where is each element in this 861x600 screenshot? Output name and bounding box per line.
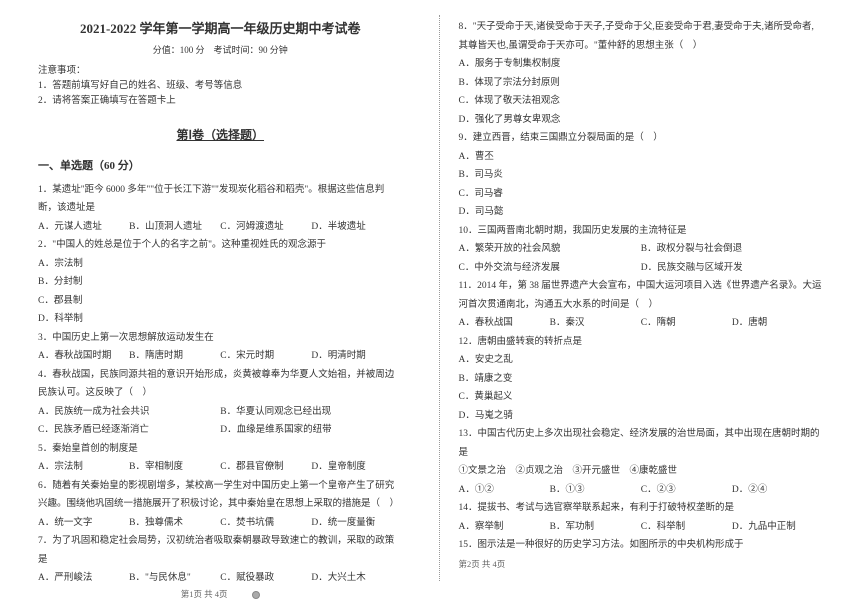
q8-b: B．体现了宗法分封原则 bbox=[459, 74, 824, 93]
question-7: 7．为了巩固和稳定社会局势，汉初统治者吸取秦朝暴政导致速亡的教训，采取的政策是 bbox=[38, 532, 403, 569]
page-right: 8．"天子受命于天,诸侯受命于天子,子受命于父,臣妾受命于君,妻受命于夫,诸所受… bbox=[431, 0, 861, 596]
question-10: 10．三国两晋南北朝时期，我国历史发展的主流特征是 bbox=[459, 222, 824, 241]
page-num-right: 第2页 共 4页 bbox=[459, 559, 506, 569]
q10-options-ab: A．繁荣开放的社会风貌 B．政权分裂与社会倒退 bbox=[459, 240, 824, 259]
q9-a: A．曹丕 bbox=[459, 148, 824, 167]
q6-options: A．统一文字 B．独尊儒术 C．焚书坑儒 D．统一度量衡 bbox=[38, 514, 403, 533]
footer-right: 第2页 共 4页 bbox=[459, 558, 824, 570]
q7-c: C．赋役暴政 bbox=[220, 569, 311, 588]
question-15: 15．图示法是一种很好的历史学习方法。如图所示的中央机构形成于 bbox=[459, 536, 824, 555]
q1-a: A．元谋人遗址 bbox=[38, 218, 129, 237]
question-6: 6．随着有关秦始皇的影视剧增多，某校高一学生对中国历史上第一个皇帝产生了研究兴趣… bbox=[38, 477, 403, 514]
q7-options: A．严刑峻法 B．"与民休息" C．赋役暴政 D．大兴土木 bbox=[38, 569, 403, 588]
question-13: 13．中国古代历史上多次出现社会稳定、经济发展的治世局面，其中出现在唐朝时期的是 bbox=[459, 425, 824, 462]
q14-d: D．九品中正制 bbox=[732, 518, 823, 537]
question-9: 9．建立西晋，结束三国鼎立分裂局面的是（ ） bbox=[459, 129, 824, 148]
q13-b: B．①③ bbox=[550, 481, 641, 500]
footer-left: 第1页 共 4页 bbox=[38, 588, 403, 600]
q13-options: A．①② B．①③ C．②③ D．②④ bbox=[459, 481, 824, 500]
q6-b: B．独尊儒术 bbox=[129, 514, 220, 533]
section-header: 第Ⅰ卷（选择题） bbox=[38, 126, 403, 143]
q13-d: D．②④ bbox=[732, 481, 823, 500]
q6-c: C．焚书坑儒 bbox=[220, 514, 311, 533]
q4-b: B．华夏认同观念已经出现 bbox=[220, 403, 402, 422]
q8-a: A．服务于专制集权制度 bbox=[459, 55, 824, 74]
question-1: 1．某遗址"距今 6000 多年""位于长江下游""发现炭化稻谷和稻壳"。根据这… bbox=[38, 181, 403, 218]
q13-a: A．①② bbox=[459, 481, 550, 500]
question-4: 4．春秋战国，民族同源共祖的意识开始形成，炎黄被尊奉为华夏人文始祖，并被周边民族… bbox=[38, 366, 403, 403]
q10-d: D．民族交融与区域开发 bbox=[641, 259, 823, 278]
category-header: 一、单选题（60 分） bbox=[38, 157, 403, 173]
question-12: 12．唐朝由盛转衰的转折点是 bbox=[459, 333, 824, 352]
q10-options-cd: C．中外交流与经济发展 D．民族交融与区域开发 bbox=[459, 259, 824, 278]
question-2: 2．"中国人的姓总是位于个人的名字之前"。这种重视姓氏的观念源于 bbox=[38, 236, 403, 255]
q9-d: D．司马懿 bbox=[459, 203, 824, 222]
q12-d: D．马嵬之骑 bbox=[459, 407, 824, 426]
q8-d: D．强化了男尊女卑观念 bbox=[459, 111, 824, 130]
q5-options: A．宗法制 B．宰相制度 C．郡县官僚制 D．皇帝制度 bbox=[38, 458, 403, 477]
q3-options: A．春秋战国时期 B．隋唐时期 C．宋元时期 D．明清时期 bbox=[38, 347, 403, 366]
q14-c: C．科举制 bbox=[641, 518, 732, 537]
q11-c: C．隋朝 bbox=[641, 314, 732, 333]
page-num-left: 第1页 共 4页 bbox=[181, 589, 228, 599]
q8-c: C．体现了敬天法祖观念 bbox=[459, 92, 824, 111]
q2-d: D．科举制 bbox=[38, 310, 403, 329]
q14-options: A．察举制 B．军功制 C．科举制 D．九品中正制 bbox=[459, 518, 824, 537]
q4-options-ab: A．民族统一成为社会共识 B．华夏认同观念已经出现 bbox=[38, 403, 403, 422]
q1-options: A．元谋人遗址 B．山顶洞人遗址 C．河姆渡遗址 D．半坡遗址 bbox=[38, 218, 403, 237]
question-5: 5．秦始皇首创的制度是 bbox=[38, 440, 403, 459]
question-3: 3．中国历史上第一次思想解放运动发生在 bbox=[38, 329, 403, 348]
binding-mark-icon bbox=[252, 591, 260, 599]
q5-b: B．宰相制度 bbox=[129, 458, 220, 477]
q9-b: B．司马炎 bbox=[459, 166, 824, 185]
q4-a: A．民族统一成为社会共识 bbox=[38, 403, 220, 422]
q11-b: B．秦汉 bbox=[550, 314, 641, 333]
q3-d: D．明清时期 bbox=[311, 347, 402, 366]
q5-a: A．宗法制 bbox=[38, 458, 129, 477]
q12-c: C．黄巢起义 bbox=[459, 388, 824, 407]
q12-a: A．安史之乱 bbox=[459, 351, 824, 370]
q9-c: C．司马睿 bbox=[459, 185, 824, 204]
q7-a: A．严刑峻法 bbox=[38, 569, 129, 588]
q11-a: A．春秋战国 bbox=[459, 314, 550, 333]
q13-c: C．②③ bbox=[641, 481, 732, 500]
q1-b: B．山顶洞人遗址 bbox=[129, 218, 220, 237]
q4-options-cd: C．民族矛盾已经逐渐消亡 D．血缘是维系国家的纽带 bbox=[38, 421, 403, 440]
q1-d: D．半坡遗址 bbox=[311, 218, 402, 237]
q6-a: A．统一文字 bbox=[38, 514, 129, 533]
q10-b: B．政权分裂与社会倒退 bbox=[641, 240, 823, 259]
q3-a: A．春秋战国时期 bbox=[38, 347, 129, 366]
q4-c: C．民族矛盾已经逐渐消亡 bbox=[38, 421, 220, 440]
notice-1: 1．答题前填写好自己的姓名、班级、考号等信息 bbox=[38, 79, 403, 94]
q14-b: B．军功制 bbox=[550, 518, 641, 537]
q10-c: C．中外交流与经济发展 bbox=[459, 259, 641, 278]
question-14: 14．提拔书、考试与选官察举联系起来，有利于打破特权垄断的是 bbox=[459, 499, 824, 518]
q2-b: B．分封制 bbox=[38, 273, 403, 292]
exam-title: 2021-2022 学年第一学期高一年级历史期中考试卷 bbox=[38, 18, 403, 37]
q11-d: D．唐朝 bbox=[732, 314, 823, 333]
notice-block: 注意事项： 1．答题前填写好自己的姓名、班级、考号等信息 2．请将答案正确填写在… bbox=[38, 64, 403, 110]
notice-2: 2．请将答案正确填写在答题卡上 bbox=[38, 94, 403, 109]
page-left: 2021-2022 学年第一学期高一年级历史期中考试卷 分值：100 分 考试时… bbox=[0, 0, 431, 596]
q6-d: D．统一度量衡 bbox=[311, 514, 402, 533]
q7-b: B．"与民休息" bbox=[129, 569, 220, 588]
q12-b: B．靖康之变 bbox=[459, 370, 824, 389]
q3-b: B．隋唐时期 bbox=[129, 347, 220, 366]
exam-subtitle: 分值：100 分 考试时间：90 分钟 bbox=[38, 43, 403, 56]
q3-c: C．宋元时期 bbox=[220, 347, 311, 366]
q11-options: A．春秋战国 B．秦汉 C．隋朝 D．唐朝 bbox=[459, 314, 824, 333]
q4-d: D．血缘是维系国家的纽带 bbox=[220, 421, 402, 440]
q5-c: C．郡县官僚制 bbox=[220, 458, 311, 477]
q14-a: A．察举制 bbox=[459, 518, 550, 537]
q10-a: A．繁荣开放的社会风貌 bbox=[459, 240, 641, 259]
q5-d: D．皇帝制度 bbox=[311, 458, 402, 477]
notice-label: 注意事项： bbox=[38, 64, 403, 79]
q2-a: A．宗法制 bbox=[38, 255, 403, 274]
q7-d: D．大兴土木 bbox=[311, 569, 402, 588]
question-13-sub: ①文景之治 ②贞观之治 ③开元盛世 ④康乾盛世 bbox=[459, 462, 824, 481]
q2-c: C．郡县制 bbox=[38, 292, 403, 311]
q1-c: C．河姆渡遗址 bbox=[220, 218, 311, 237]
question-8: 8．"天子受命于天,诸侯受命于天子,子受命于父,臣妾受命于君,妻受命于夫,诸所受… bbox=[459, 18, 824, 55]
question-11: 11．2014 年，第 38 届世界遗产大会宣布，中国大运河项目入选《世界遗产名… bbox=[459, 277, 824, 314]
